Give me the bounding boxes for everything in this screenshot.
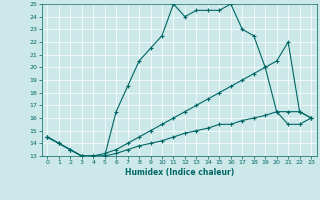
X-axis label: Humidex (Indice chaleur): Humidex (Indice chaleur) [124,168,234,177]
